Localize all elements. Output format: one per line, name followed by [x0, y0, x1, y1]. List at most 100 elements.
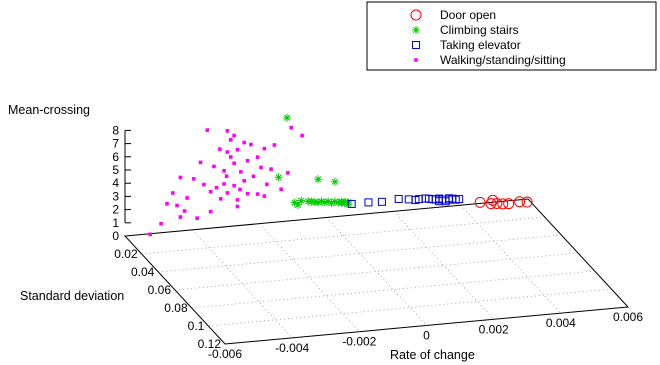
data-point [521, 196, 533, 208]
legend-label-climbing-stairs: Climbing stairs [440, 23, 519, 37]
data-point [178, 175, 183, 180]
data-point [259, 165, 263, 170]
data-point [205, 128, 210, 132]
data-point [235, 198, 240, 202]
data-point [218, 147, 222, 151]
x-tick-label: 0.002 [479, 322, 509, 336]
data-point [245, 158, 250, 163]
data-point [208, 190, 213, 194]
legend-label-walking-standing-sitting: Walking/standing/sitting [440, 53, 566, 67]
data-point [171, 191, 175, 195]
y-tick-label: 0.06 [148, 283, 172, 297]
x-tick-label: 0 [423, 329, 430, 343]
data-point [283, 113, 292, 122]
series-climbing-stairs [274, 113, 353, 209]
data-point [265, 182, 269, 187]
data-point [255, 192, 260, 196]
grid-line-y [158, 234, 562, 273]
data-point [320, 198, 329, 207]
grid-line-x [191, 229, 293, 339]
series-taking-elevator [347, 194, 464, 208]
data-point [330, 197, 339, 206]
data-point [212, 164, 216, 169]
data-point [272, 143, 277, 147]
legend-symbol [414, 58, 418, 62]
data-point [159, 221, 163, 226]
data-point [314, 175, 323, 184]
legend-label-taking-elevator: Taking elevator [440, 38, 521, 52]
z-tick-label: 7 [112, 137, 119, 151]
data-point [503, 198, 515, 210]
x-tick-label: -0.006 [208, 347, 242, 361]
data-point [330, 177, 339, 186]
data-point [340, 199, 349, 208]
data-point [289, 125, 294, 130]
data-point [232, 133, 236, 138]
x-tick-label: 0.004 [546, 316, 576, 330]
data-point [238, 187, 242, 192]
legend: Door open Climbing stairs Taking elevato… [366, 1, 657, 71]
data-point [377, 197, 386, 206]
data-point [497, 198, 509, 210]
data-point [474, 196, 486, 208]
z-axis-label: Mean-crossing [8, 103, 90, 117]
data-point [245, 191, 250, 196]
data-point [293, 200, 302, 209]
data-point [214, 185, 219, 190]
z-tick-label: 5 [112, 163, 119, 177]
data-point [198, 160, 203, 165]
grid-line-y [141, 216, 545, 255]
data-point [228, 155, 233, 159]
axis-layer [123, 129, 630, 345]
x-axis-label: Rate of change [390, 348, 475, 362]
data-point [228, 138, 233, 142]
data-point [175, 203, 179, 208]
data-point [225, 150, 230, 154]
data-point [314, 198, 323, 207]
data-point [297, 196, 306, 205]
legend-symbols [410, 9, 422, 62]
data-point [192, 177, 196, 181]
data-point [364, 198, 373, 207]
base-plane-border [123, 198, 630, 345]
data-point [290, 198, 299, 207]
data-point [242, 140, 247, 145]
data-point [185, 196, 189, 200]
data-point [165, 201, 169, 206]
z-tick-label: 4 [112, 176, 119, 190]
data-point [224, 174, 229, 178]
y-tick-label: 0.1 [188, 319, 205, 333]
grid-line-x [326, 217, 427, 326]
x-tick-label: -0.004 [275, 341, 309, 355]
legend-symbol [412, 26, 420, 34]
data-point [279, 187, 283, 192]
legend-symbol [412, 41, 420, 49]
data-point [235, 204, 240, 209]
data-point [232, 183, 236, 188]
data-point [434, 197, 443, 206]
z-tick-label: 0 [112, 229, 119, 243]
data-point [239, 170, 243, 174]
z-tick-label: 3 [112, 189, 119, 203]
data-point [327, 199, 336, 208]
z-tick-label: 8 [112, 123, 119, 137]
grid-line-x [393, 211, 494, 320]
data-point [202, 182, 206, 187]
data-point [242, 179, 247, 183]
grid-line-y [191, 270, 595, 309]
grid-line-x [259, 223, 360, 332]
data-point [286, 171, 290, 175]
z-tick-label: 1 [112, 216, 119, 230]
series-door-open [474, 194, 533, 210]
data-point [487, 194, 499, 206]
data-point [225, 191, 230, 195]
y-tick-label: 0.08 [164, 301, 188, 315]
grid-line-y [174, 252, 579, 291]
data-point [300, 133, 304, 138]
z-tick-label: 6 [112, 150, 119, 164]
data-point [269, 167, 273, 171]
data-point [324, 197, 333, 206]
